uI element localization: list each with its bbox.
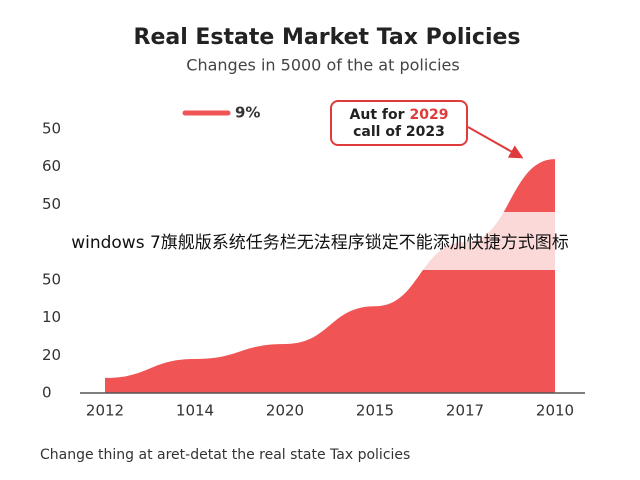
x-tick-label: 2017 xyxy=(446,402,484,420)
annotation-text: Aut for 2029 xyxy=(350,107,449,123)
x-tick-label: 2010 xyxy=(536,402,574,420)
x-tick-label: 2020 xyxy=(266,402,304,420)
x-tick-label: 2015 xyxy=(356,402,394,420)
y-tick-label: 50 xyxy=(42,270,61,288)
chart-subtitle: Changes in 5000 of the at policies xyxy=(186,56,459,75)
y-tick-label: 60 xyxy=(42,157,61,175)
y-tick-label: 50 xyxy=(42,195,61,213)
y-tick-label: 50 xyxy=(42,120,61,138)
x-tick-label: 1014 xyxy=(176,402,214,420)
x-tick-label: 2012 xyxy=(86,402,124,420)
y-tick-label: 20 xyxy=(42,346,61,364)
annotation-arrow xyxy=(467,126,524,159)
banner-text: windows 7旗舰版系统任务栏无法程序锁定不能添加快捷方式图标 xyxy=(71,233,569,253)
annotation-box xyxy=(330,100,468,146)
chart-title: Real Estate Market Tax Policies xyxy=(134,25,521,50)
legend-label: 9% xyxy=(235,104,260,122)
banner-bg xyxy=(0,212,640,270)
annotation-highlight: 2029 xyxy=(410,107,449,123)
area xyxy=(105,159,555,393)
annotation-line: call of 2023 xyxy=(353,124,445,140)
y-tick-label: 0 xyxy=(42,384,52,402)
annotation-line: Aut for xyxy=(350,107,405,123)
y-tick-label: 10 xyxy=(42,308,61,326)
footnote: Change thing at aret-detat the real stat… xyxy=(40,447,410,463)
